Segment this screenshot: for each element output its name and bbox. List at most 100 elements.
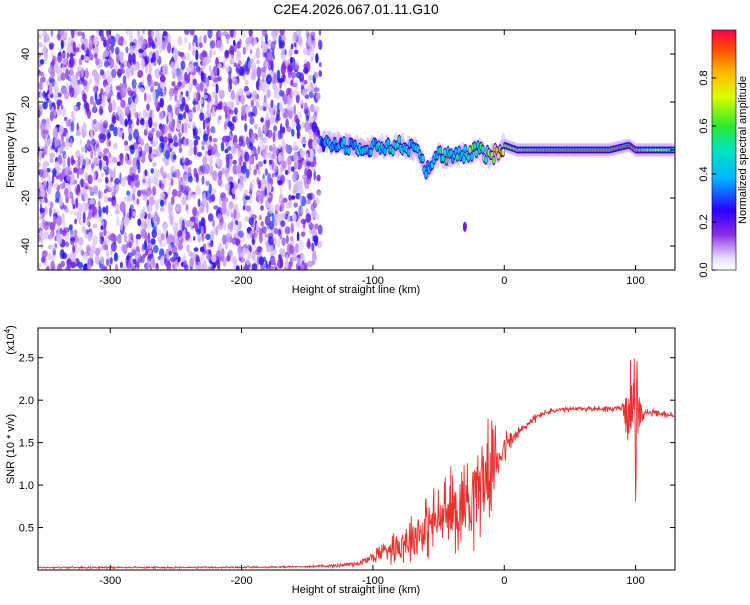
- noise-cell: [104, 165, 107, 170]
- top-ytick-label: -20: [20, 190, 32, 206]
- noise-cell: [90, 148, 94, 160]
- noise-cell: [211, 110, 216, 117]
- ridge-cell: [501, 148, 505, 156]
- noise-cell: [50, 30, 53, 37]
- noise-cell: [250, 251, 257, 261]
- noise-cell: [127, 195, 133, 202]
- noise-cell: [289, 155, 293, 163]
- noise-cell: [42, 101, 48, 110]
- noise-cell: [81, 201, 87, 213]
- bottom-ytick-label: 1.0: [19, 480, 34, 492]
- noise-cell: [105, 69, 112, 81]
- noise-cell: [159, 207, 165, 213]
- noise-cell: [144, 65, 149, 74]
- noise-cell: [128, 214, 132, 221]
- noise-cell: [265, 112, 270, 121]
- noise-cell: [152, 186, 156, 193]
- noise-cell: [285, 210, 290, 216]
- noise-cell: [227, 230, 232, 238]
- noise-cell: [40, 123, 46, 130]
- noise-cell: [78, 220, 84, 226]
- ridge-cell: [467, 154, 470, 162]
- ridge-cell: [470, 153, 474, 161]
- noise-cell: [206, 253, 212, 260]
- noise-cell: [168, 250, 172, 256]
- snr-panel: -300 -200 -100 0 100 0.5 1.0 1.5 2.0 2.5 SNR (10 …: [3, 325, 676, 596]
- noise-cell: [211, 254, 217, 263]
- top-xtick-label: -200: [231, 275, 253, 287]
- noise-cell: [217, 264, 221, 270]
- noise-cell: [269, 255, 276, 266]
- noise-cell: [88, 186, 93, 192]
- top-xtick-label: 100: [626, 275, 644, 287]
- noise-cell: [290, 71, 297, 79]
- noise-cell: [146, 221, 152, 230]
- noise-cell: [261, 42, 268, 53]
- noise-cell: [102, 100, 106, 109]
- noise-cell: [266, 129, 273, 139]
- noise-cell: [270, 99, 274, 109]
- noise-cell: [288, 244, 294, 255]
- noise-cell: [182, 179, 186, 187]
- noise-cell: [296, 220, 301, 228]
- noise-cell: [129, 110, 132, 120]
- noise-cell: [304, 102, 308, 112]
- noise-cell: [96, 146, 102, 153]
- noise-cell: [265, 260, 268, 270]
- noise-cell: [146, 103, 150, 112]
- noise-cell: [163, 136, 168, 143]
- noise-cell: [260, 205, 264, 211]
- ridge-cell: [468, 146, 472, 154]
- noise-cell: [64, 153, 67, 160]
- noise-cell: [187, 73, 191, 83]
- noise-cell: [290, 195, 296, 200]
- noise-cell: [260, 117, 264, 123]
- noise-cell: [175, 238, 180, 247]
- noise-cell: [237, 50, 241, 58]
- noise-cell: [110, 35, 116, 47]
- noise-cell: [313, 250, 317, 260]
- bottom-ytick-label: 1.5: [19, 438, 34, 450]
- noise-cell: [38, 150, 42, 162]
- noise-cell: [278, 34, 282, 46]
- noise-cell: [69, 177, 74, 187]
- noise-cell: [271, 212, 275, 223]
- noise-cell: [141, 79, 145, 86]
- noise-cell: [135, 45, 138, 53]
- noise-cell: [106, 30, 111, 36]
- noise-cell: [65, 140, 69, 151]
- noise-cell: [44, 144, 48, 156]
- noise-cell: [84, 156, 90, 165]
- noise-cell: [107, 197, 114, 202]
- noise-cell: [170, 178, 174, 186]
- noise-cell: [198, 165, 203, 175]
- noise-cell: [178, 230, 183, 237]
- top-xtick-label: -300: [99, 275, 121, 287]
- noise-cell: [215, 94, 218, 107]
- noise-cell: [217, 222, 224, 230]
- noise-cell: [193, 139, 199, 146]
- noise-cell: [91, 205, 97, 216]
- noise-cell: [174, 93, 178, 102]
- noise-cell: [73, 167, 78, 174]
- noise-cell: [185, 90, 189, 97]
- noise-cell: [110, 242, 117, 252]
- noise-cell: [38, 161, 41, 168]
- noise-cell: [115, 85, 120, 91]
- noise-cell: [228, 201, 234, 209]
- noise-cell: [314, 71, 318, 79]
- noise-cell: [171, 189, 178, 197]
- noise-cell: [48, 76, 52, 84]
- noise-cell: [255, 222, 259, 231]
- noise-cell: [135, 266, 138, 270]
- noise-cell: [103, 195, 109, 203]
- noise-cell: [103, 148, 109, 155]
- noise-cell: [44, 197, 48, 204]
- noise-cell: [303, 67, 309, 74]
- noise-cell: [235, 265, 240, 270]
- noise-cell: [203, 34, 207, 44]
- noise-cell: [94, 90, 98, 102]
- noise-cell: [78, 168, 85, 175]
